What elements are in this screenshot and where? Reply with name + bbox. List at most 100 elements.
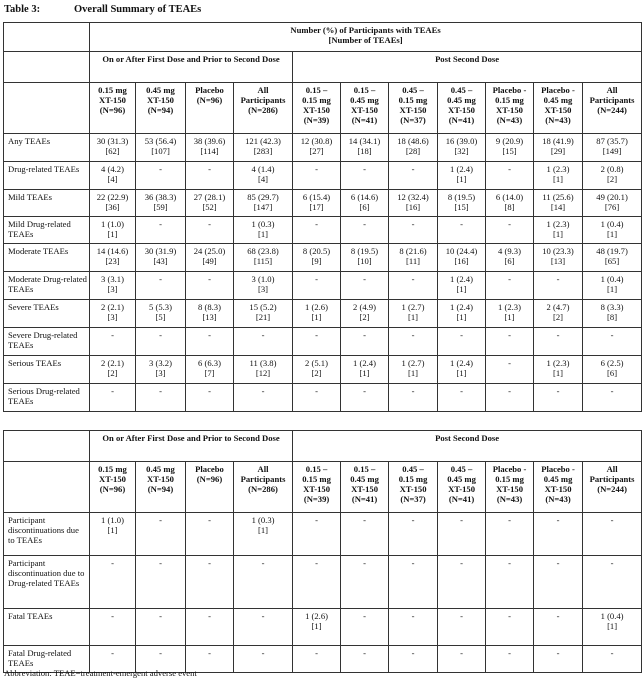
cell-line: 8 (19.5)	[447, 192, 476, 202]
cell-line: 121 (42.3)	[245, 136, 281, 146]
data-cell: -	[533, 608, 584, 646]
cell-line: -	[411, 330, 415, 340]
data-cell: -	[185, 216, 234, 244]
cell-line: 0.15 mg	[495, 95, 524, 105]
cell-line: -	[159, 515, 162, 525]
cell-line: XT-150	[399, 105, 427, 115]
cell-line: 0.45 mg	[447, 474, 476, 484]
data-cell: 6 (2.5) [6]	[581, 355, 643, 384]
cell-line: [6]	[504, 256, 515, 266]
cell-line: (N=94)	[147, 484, 174, 494]
cell-line: [9]	[311, 256, 322, 266]
data-cell: -	[485, 161, 534, 190]
column-header: Placebo -0.45 mg XT-150 (N=43)	[533, 82, 583, 134]
data-cell: 5 (5.3) [5]	[135, 299, 186, 328]
data-cell: 30 (31.3) [62]	[89, 133, 136, 162]
row-label: Fatal Drug-related TEAEs	[3, 645, 90, 673]
cell-line: 1 (2.7)	[401, 302, 425, 312]
cell-line: -	[610, 330, 614, 340]
column-header: 0.15 mg XT-150 (N=96)	[89, 82, 136, 134]
row-label: Serious Drug-related TEAEs	[3, 383, 90, 412]
cell-line: -	[208, 274, 211, 284]
data-cell: -	[292, 216, 341, 244]
empty-header	[3, 430, 90, 462]
cell-line: XT-150	[448, 105, 475, 115]
table-row: Mild Drug-related TEAEs 1 (1.0) [1] - -1 (0.…	[3, 216, 643, 244]
cell-line: Participants	[589, 474, 635, 484]
data-cell: 3 (3.1) [3]	[89, 271, 136, 300]
cell-line: 8 (19.5)	[350, 246, 379, 256]
cell-line: -	[411, 164, 415, 174]
data-cell: 14 (14.6) [23]	[89, 243, 136, 272]
cell-line: All	[606, 85, 618, 95]
cell-line: 0.45 –	[402, 85, 424, 95]
cell-line: 1 (0.4)	[600, 611, 624, 621]
cell-line: 85 (29.7)	[247, 192, 279, 202]
cell-line: [18]	[357, 146, 372, 156]
cell-line: (N=96)	[196, 474, 223, 484]
cell-line: XT-150	[147, 95, 174, 105]
cell-line: -	[508, 358, 511, 368]
data-cell: -	[437, 383, 486, 412]
table-row: Serious Drug-related TEAEs - - - - - - - - - - -	[3, 383, 643, 412]
cell-line: [1]	[552, 368, 564, 378]
data-cell: 2 (2.1) [2]	[89, 355, 136, 384]
cell-line: 0.45 mg	[543, 474, 573, 484]
cell-line: -	[556, 274, 560, 284]
data-cell: 1 (2.4) [1]	[437, 161, 486, 190]
cell-line: -	[111, 648, 114, 658]
data-cell: -	[582, 512, 643, 556]
cell-line: 6 (15.4)	[302, 192, 331, 202]
cell-line: [5]	[155, 312, 166, 322]
cell-line: [3]	[107, 284, 118, 294]
cell-line: -	[411, 558, 415, 568]
cell-line: -	[261, 386, 265, 396]
data-cell: 8 (21.6) [11]	[388, 243, 438, 272]
cell-line: 9 (20.9)	[495, 136, 524, 146]
data-cell: 2 (2.1) [3]	[89, 299, 136, 328]
cell-line: 15 (5.2)	[249, 302, 277, 312]
data-cell: 36 (38.3) [59]	[135, 189, 186, 217]
column-header: Placebo -0.15 mg XT-150 (N=43)	[485, 461, 535, 513]
cell-line: 14 (34.1)	[348, 136, 381, 146]
cell-line: 0.15 mg	[302, 95, 331, 105]
cell-line: [6]	[607, 368, 618, 378]
cell-line: 36 (38.3)	[144, 192, 177, 202]
cell-line: -	[315, 648, 318, 658]
data-cell: -	[485, 383, 534, 412]
cell-line: XT-150	[544, 105, 572, 115]
data-cell: 15 (5.2) [21]	[233, 299, 293, 328]
cell-line: -	[460, 386, 463, 396]
cell-line: 48 (19.7)	[596, 246, 628, 256]
cell-line: [10]	[357, 256, 372, 266]
data-cell: -	[185, 383, 234, 412]
cell-line: -	[208, 515, 211, 525]
data-cell: -	[437, 645, 487, 673]
cell-line: -	[556, 515, 560, 525]
cell-line: [1]	[359, 368, 370, 378]
cell-line: [49]	[202, 256, 217, 266]
cell-line: -	[411, 219, 415, 229]
data-cell: -	[135, 271, 186, 300]
cell-line: 1 (2.6)	[305, 611, 328, 621]
cell-line: Placebo -	[541, 85, 575, 95]
data-cell: -	[292, 555, 342, 609]
data-cell: -	[582, 555, 643, 609]
data-cell: 1 (2.6) [1]	[292, 608, 342, 646]
cell-line: XT-150	[496, 105, 523, 115]
cell-line: 6 (14.0)	[495, 192, 524, 202]
cell-line: (N=43)	[496, 115, 523, 125]
data-cell: 1 (2.7) [1]	[388, 355, 438, 384]
data-cell: -	[340, 327, 389, 356]
data-cell: -	[437, 216, 486, 244]
data-cell: 2 (4.9) [2]	[340, 299, 389, 328]
data-cell: -	[135, 327, 186, 356]
cell-line: 2 (0.8)	[600, 164, 624, 174]
cell-line: -	[208, 330, 211, 340]
cell-line: -	[508, 330, 511, 340]
cell-line: [43]	[153, 256, 168, 266]
cell-line: (N=39)	[303, 494, 330, 504]
cell-line: -	[556, 558, 560, 568]
cell-line: Placebo -	[492, 464, 527, 474]
data-cell: 9 (20.9) [15]	[485, 133, 534, 162]
